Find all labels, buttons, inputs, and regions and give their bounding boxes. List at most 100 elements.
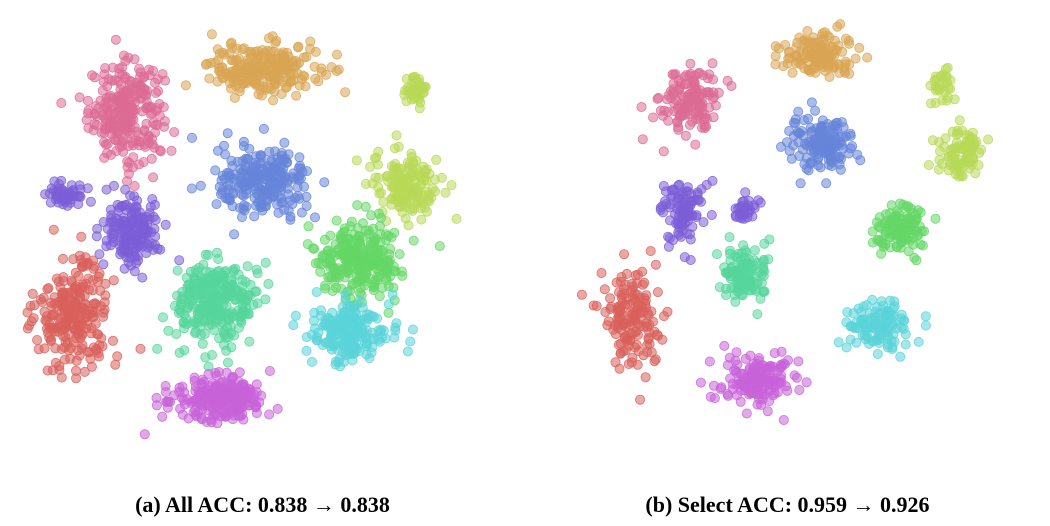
data-point bbox=[229, 92, 240, 103]
series-10 bbox=[695, 340, 812, 425]
data-point bbox=[227, 372, 238, 383]
data-point bbox=[318, 320, 329, 331]
data-point bbox=[419, 202, 430, 213]
series-1 bbox=[636, 58, 737, 157]
data-point bbox=[668, 84, 679, 95]
data-point bbox=[390, 174, 401, 185]
data-point bbox=[169, 127, 180, 138]
data-point bbox=[806, 97, 817, 108]
data-point bbox=[329, 250, 340, 261]
data-point bbox=[257, 45, 268, 56]
data-point bbox=[273, 207, 284, 218]
series-7 bbox=[711, 232, 775, 320]
data-point bbox=[272, 152, 283, 163]
data-point bbox=[347, 247, 358, 258]
data-point bbox=[693, 68, 704, 79]
data-point bbox=[279, 137, 290, 148]
data-point bbox=[283, 189, 294, 200]
data-point bbox=[840, 59, 851, 70]
data-point bbox=[260, 294, 271, 305]
data-point bbox=[263, 33, 274, 44]
data-point bbox=[728, 282, 739, 293]
data-point bbox=[623, 358, 634, 369]
data-point bbox=[705, 391, 716, 402]
data-point bbox=[361, 267, 372, 278]
data-point bbox=[636, 102, 647, 113]
data-point bbox=[315, 310, 326, 321]
data-point bbox=[894, 217, 905, 228]
data-point bbox=[730, 365, 741, 376]
data-point bbox=[400, 213, 411, 224]
data-point bbox=[29, 300, 40, 311]
data-point bbox=[628, 281, 639, 292]
data-point bbox=[212, 76, 223, 87]
data-point bbox=[374, 221, 385, 232]
data-point bbox=[262, 161, 273, 172]
data-point bbox=[223, 184, 234, 195]
data-point bbox=[726, 81, 737, 92]
data-point bbox=[850, 53, 861, 64]
data-point bbox=[97, 85, 108, 96]
data-point bbox=[803, 136, 814, 147]
panel-a: (a) All ACC: 0.838 → 0.838 bbox=[22, 29, 462, 517]
data-point bbox=[616, 289, 627, 300]
data-point bbox=[309, 212, 320, 223]
data-point bbox=[22, 323, 33, 334]
data-point bbox=[612, 314, 623, 325]
data-point bbox=[326, 272, 337, 283]
data-point bbox=[294, 152, 305, 163]
data-point bbox=[308, 243, 319, 254]
data-point bbox=[244, 336, 255, 347]
data-point bbox=[99, 112, 110, 123]
data-point bbox=[331, 215, 342, 226]
data-point bbox=[218, 270, 229, 281]
data-point bbox=[891, 323, 902, 334]
data-point bbox=[616, 324, 627, 335]
panel-b-caption: (b) Select ACC: 0.959 → 0.926 bbox=[645, 492, 930, 517]
data-point bbox=[591, 300, 602, 311]
data-point bbox=[50, 343, 61, 354]
data-point bbox=[913, 336, 924, 347]
data-point bbox=[96, 333, 107, 344]
data-point bbox=[794, 384, 805, 395]
data-point bbox=[803, 165, 814, 176]
data-point bbox=[276, 61, 287, 72]
data-point bbox=[835, 19, 846, 30]
data-point bbox=[741, 408, 752, 419]
data-point bbox=[42, 283, 53, 294]
data-point bbox=[213, 367, 224, 378]
data-point bbox=[762, 406, 773, 417]
data-point bbox=[73, 319, 84, 330]
data-point bbox=[748, 358, 759, 369]
data-point bbox=[169, 300, 180, 311]
data-point bbox=[109, 108, 120, 119]
data-point bbox=[805, 157, 816, 168]
data-point bbox=[246, 47, 257, 58]
data-point bbox=[252, 52, 263, 63]
data-point bbox=[843, 35, 854, 46]
data-point bbox=[257, 205, 268, 216]
data-point bbox=[296, 207, 307, 218]
data-point bbox=[740, 202, 751, 213]
data-point bbox=[294, 193, 305, 204]
data-point bbox=[71, 373, 82, 384]
data-point bbox=[706, 209, 717, 220]
data-point bbox=[150, 87, 161, 98]
data-point bbox=[222, 128, 233, 139]
data-point bbox=[77, 340, 88, 351]
data-point bbox=[208, 409, 219, 420]
data-point bbox=[330, 239, 341, 250]
data-point bbox=[770, 51, 781, 62]
data-point bbox=[353, 324, 364, 335]
data-point bbox=[214, 333, 225, 344]
data-point bbox=[160, 380, 171, 391]
data-point bbox=[645, 245, 656, 256]
data-point bbox=[630, 270, 641, 281]
data-point bbox=[137, 272, 148, 283]
data-point bbox=[174, 347, 185, 358]
data-point bbox=[684, 196, 695, 207]
data-point bbox=[128, 246, 139, 257]
data-point bbox=[123, 85, 134, 96]
data-point bbox=[667, 69, 678, 80]
